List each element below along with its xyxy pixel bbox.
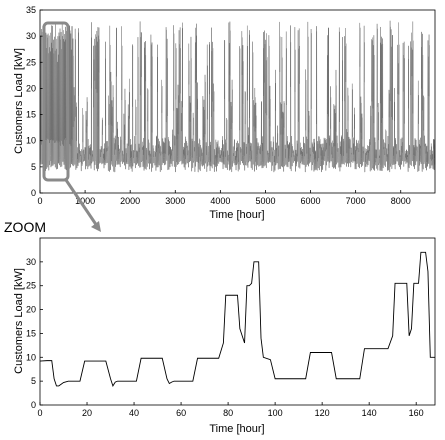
top-x-tick-label: 6000 <box>301 196 321 206</box>
top-x-tick-label: 4000 <box>210 196 230 206</box>
bottom-plot-frame <box>39 237 436 406</box>
zoom-label: ZOOM <box>4 219 46 235</box>
bottom-x-tick-label: 100 <box>268 408 283 418</box>
top-y-tick-label: 10 <box>26 136 36 146</box>
bottom-y-tick-label: 25 <box>26 281 36 291</box>
top-y-tick-label: 20 <box>26 83 36 93</box>
top-y-tick-label: 15 <box>26 110 36 120</box>
top-y-tick-label: 30 <box>26 31 36 41</box>
top-y-axis-label: Customers Load [kW] <box>13 48 25 154</box>
bottom-y-tick-label: 10 <box>26 352 36 362</box>
top-x-tick-label: 5000 <box>255 196 275 206</box>
top-chart: 0 1000 2000 3000 4000 5000 6000 7000 8000 0 5 10 15… <box>13 5 436 221</box>
bottom-x-axis-label: Time [hour] <box>209 423 264 435</box>
bottom-x-tick-label: 80 <box>223 408 233 418</box>
bottom-x-tick-label: 160 <box>409 408 424 418</box>
bottom-y-tick-label: 0 <box>31 400 36 410</box>
zoom-highlight-box <box>42 21 70 182</box>
top-x-tick-label: 0 <box>37 196 42 206</box>
top-x-tick-label: 8000 <box>391 196 411 206</box>
zoom-arrow <box>64 179 99 227</box>
top-x-tick-label: 1000 <box>75 196 95 206</box>
top-x-tick-label: 7000 <box>346 196 366 206</box>
bottom-load-line <box>39 251 435 387</box>
bottom-y-axis-label: Customers Load [kW] <box>13 268 25 374</box>
bottom-load-series <box>39 251 435 387</box>
bottom-x-tick-label: 140 <box>362 408 377 418</box>
top-x-tick-label: 2000 <box>120 196 140 206</box>
top-x-tick-label: 3000 <box>165 196 185 206</box>
top-x-ticks: 0 1000 2000 3000 4000 5000 6000 7000 8000 <box>37 190 411 206</box>
top-y-tick-label: 25 <box>26 57 36 67</box>
bottom-chart: 0 20 40 60 80 100 120 140 160 0 5 10 15 20 25 30 Time … <box>13 237 436 435</box>
top-x-axis-label: Time [hour] <box>209 209 264 221</box>
bottom-y-ticks: 0 5 10 15 20 25 30 <box>26 257 43 410</box>
bottom-x-tick-label: 60 <box>176 408 186 418</box>
bottom-x-tick-label: 20 <box>82 408 92 418</box>
top-y-ticks: 0 5 10 15 20 25 30 35 <box>26 5 43 198</box>
top-load-line <box>40 20 436 173</box>
top-y-tick-label: 5 <box>31 162 36 172</box>
top-load-series <box>40 20 436 173</box>
bottom-y-tick-label: 30 <box>26 257 36 267</box>
zoom-arrowhead <box>91 221 101 232</box>
zoom-annotation: ZOOM <box>4 179 101 235</box>
top-y-tick-label: 0 <box>31 188 36 198</box>
bottom-y-tick-label: 15 <box>26 328 36 338</box>
bottom-x-tick-label: 0 <box>37 408 42 418</box>
bottom-x-ticks: 0 20 40 60 80 100 120 140 160 <box>37 402 424 418</box>
top-plot-frame <box>39 9 436 194</box>
bottom-x-tick-label: 40 <box>129 408 139 418</box>
bottom-x-tick-label: 120 <box>315 408 330 418</box>
bottom-y-tick-label: 20 <box>26 305 36 315</box>
bottom-y-tick-label: 5 <box>31 376 36 386</box>
top-y-tick-label: 35 <box>26 5 36 15</box>
